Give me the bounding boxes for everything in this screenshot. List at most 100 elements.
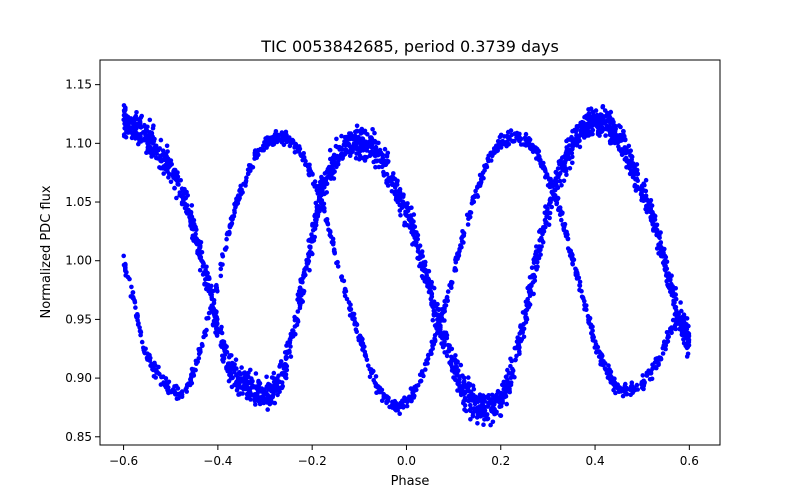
data-point bbox=[222, 342, 227, 348]
data-point bbox=[584, 113, 589, 119]
data-point bbox=[352, 144, 357, 149]
data-point bbox=[392, 191, 398, 197]
data-point bbox=[668, 289, 673, 295]
data-point bbox=[149, 363, 154, 369]
data-point bbox=[593, 114, 598, 120]
data-point bbox=[559, 165, 565, 170]
data-point bbox=[248, 168, 253, 173]
data-point bbox=[233, 357, 239, 363]
x-tick-label: 0.2 bbox=[491, 454, 510, 468]
data-point bbox=[308, 244, 313, 250]
data-point bbox=[272, 134, 278, 139]
data-point bbox=[261, 147, 267, 153]
data-point bbox=[507, 136, 512, 142]
data-point bbox=[486, 396, 491, 401]
data-point bbox=[227, 372, 233, 377]
data-point bbox=[212, 321, 218, 327]
data-point bbox=[553, 170, 559, 175]
data-point bbox=[359, 342, 365, 347]
data-point bbox=[121, 113, 127, 118]
data-point bbox=[527, 137, 533, 142]
data-point bbox=[672, 305, 678, 311]
data-point bbox=[237, 383, 242, 388]
data-point bbox=[452, 357, 458, 362]
data-point bbox=[608, 140, 614, 146]
data-point bbox=[489, 392, 495, 398]
data-point bbox=[154, 155, 159, 161]
data-point bbox=[436, 325, 442, 331]
data-point bbox=[268, 395, 274, 400]
data-point bbox=[561, 160, 567, 166]
data-point bbox=[658, 240, 663, 246]
data-point bbox=[559, 211, 565, 216]
data-point bbox=[227, 353, 233, 358]
data-point bbox=[619, 152, 625, 158]
data-point bbox=[475, 194, 481, 199]
data-point bbox=[184, 203, 190, 208]
data-point bbox=[292, 314, 297, 320]
data-point bbox=[197, 244, 203, 249]
data-point bbox=[220, 339, 226, 344]
data-point bbox=[639, 382, 644, 387]
data-point bbox=[515, 335, 520, 340]
data-point bbox=[233, 381, 238, 387]
data-point bbox=[673, 286, 678, 291]
data-point bbox=[425, 361, 430, 366]
data-point bbox=[337, 145, 342, 151]
data-point bbox=[565, 137, 571, 142]
data-point bbox=[124, 269, 129, 275]
data-point bbox=[486, 158, 491, 164]
data-point bbox=[452, 268, 457, 273]
data-point bbox=[654, 223, 659, 228]
data-point bbox=[373, 140, 379, 145]
data-point bbox=[612, 131, 618, 136]
data-point bbox=[532, 274, 538, 280]
data-point bbox=[475, 411, 481, 417]
data-point bbox=[312, 234, 318, 240]
data-point bbox=[664, 278, 669, 284]
data-point bbox=[681, 319, 687, 324]
data-point bbox=[310, 181, 316, 187]
data-point bbox=[505, 386, 511, 392]
data-point bbox=[429, 339, 435, 345]
data-point bbox=[629, 154, 635, 160]
data-point bbox=[514, 135, 519, 140]
data-point bbox=[444, 295, 450, 301]
data-point bbox=[364, 357, 370, 363]
data-point bbox=[271, 376, 277, 381]
data-point bbox=[237, 194, 242, 199]
data-point bbox=[554, 201, 559, 207]
data-point bbox=[577, 144, 583, 150]
data-point bbox=[220, 262, 225, 267]
data-point bbox=[404, 398, 409, 404]
data-point bbox=[331, 248, 337, 254]
data-point bbox=[265, 392, 270, 398]
data-point bbox=[334, 260, 339, 266]
data-point bbox=[268, 136, 274, 141]
data-point bbox=[196, 351, 202, 357]
data-point bbox=[684, 354, 690, 359]
data-point bbox=[246, 370, 251, 376]
data-point bbox=[549, 204, 554, 210]
data-point bbox=[352, 316, 357, 321]
data-point bbox=[133, 305, 138, 310]
data-point bbox=[227, 229, 232, 235]
data-point bbox=[512, 374, 517, 380]
data-point bbox=[275, 376, 280, 382]
data-point bbox=[174, 195, 179, 201]
data-point bbox=[678, 300, 683, 305]
data-point bbox=[348, 302, 353, 308]
data-point bbox=[146, 354, 151, 360]
data-point bbox=[122, 109, 127, 114]
data-point bbox=[630, 174, 636, 180]
data-point bbox=[590, 131, 595, 137]
data-point bbox=[278, 359, 284, 364]
data-point bbox=[686, 339, 692, 345]
data-point bbox=[590, 335, 595, 340]
data-point bbox=[136, 320, 141, 326]
data-point bbox=[121, 262, 127, 268]
data-point bbox=[357, 333, 363, 339]
data-point bbox=[273, 129, 279, 134]
data-point bbox=[489, 401, 494, 406]
data-point bbox=[347, 307, 353, 313]
